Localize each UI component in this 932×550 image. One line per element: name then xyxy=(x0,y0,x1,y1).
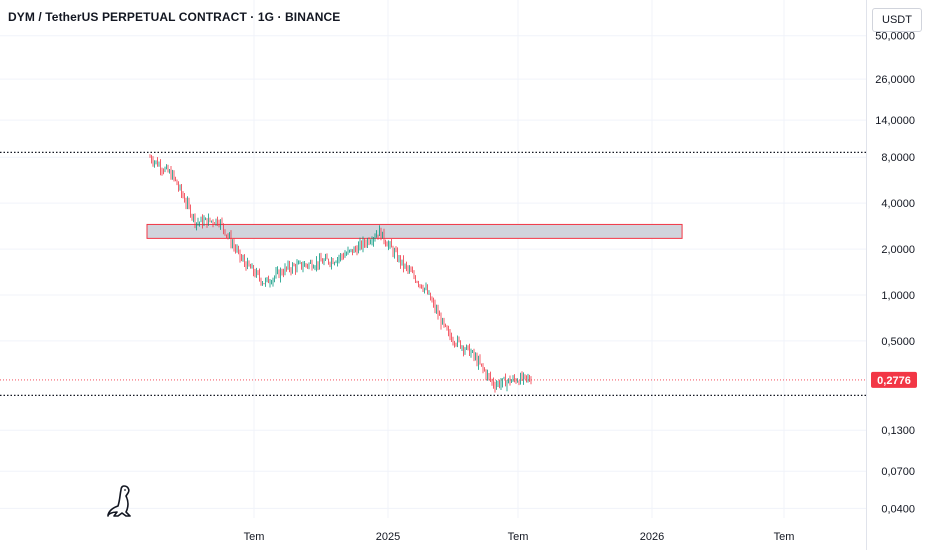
grid xyxy=(0,0,866,518)
x-axis[interactable]: Tem 2025 Tem 2026 Tem xyxy=(244,531,795,543)
currency-selector[interactable]: USDT xyxy=(872,8,922,32)
candles xyxy=(149,154,532,393)
y-tick-label: 14,0000 xyxy=(875,115,915,127)
y-tick-label: 2,0000 xyxy=(881,244,915,256)
y-tick-label: 0,1300 xyxy=(881,425,915,437)
chart-title: DYM / TetherUS PERPETUAL CONTRACT · 1G ·… xyxy=(8,10,341,24)
resistance-zone[interactable] xyxy=(146,223,683,239)
y-tick-label: 8,0000 xyxy=(881,152,915,164)
zone-rect[interactable] xyxy=(146,223,683,239)
y-tick-label: 0,0700 xyxy=(881,466,915,478)
current-price-badge: 0,2776 xyxy=(871,371,917,388)
axis-separator xyxy=(866,0,867,550)
y-tick-label: 0,5000 xyxy=(881,336,915,348)
x-tick-label: Tem xyxy=(508,531,529,543)
x-tick-label: Tem xyxy=(244,531,265,543)
x-tick-label: Tem xyxy=(774,531,795,543)
y-tick-label: 26,0000 xyxy=(875,74,915,86)
y-tick-label: 1,0000 xyxy=(881,290,915,302)
dino-icon xyxy=(107,485,131,517)
x-tick-label: 2025 xyxy=(376,531,400,543)
current-price-label: 0,2776 xyxy=(877,375,911,387)
y-tick-label: 4,0000 xyxy=(881,198,915,210)
y-tick-label: 0,0400 xyxy=(881,503,915,515)
horizontal-levels[interactable] xyxy=(0,151,866,396)
y-tick-label: 50,0000 xyxy=(875,31,915,43)
x-tick-label: 2026 xyxy=(640,531,664,543)
y-axis[interactable]: 50,0000 26,0000 14,0000 8,0000 4,0000 2,0000 1… xyxy=(875,31,915,516)
